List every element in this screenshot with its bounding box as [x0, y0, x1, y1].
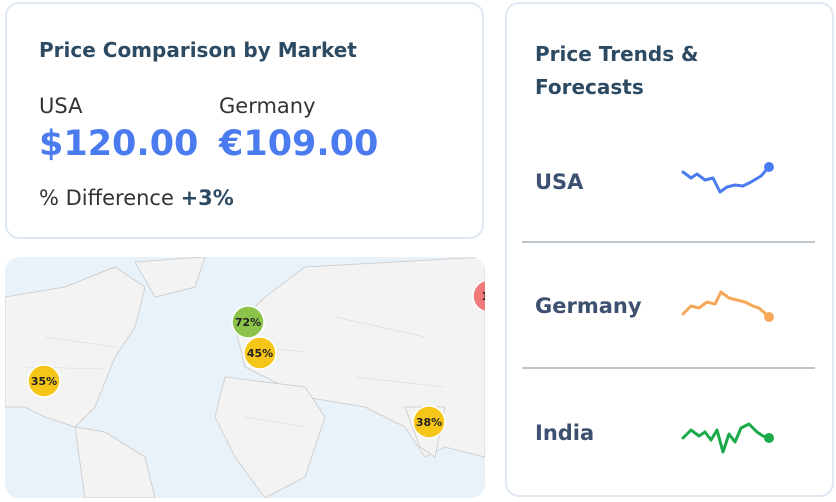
map-marker: [412, 405, 446, 439]
map-marker-label: 38%: [416, 416, 442, 429]
difference-label: % Difference: [39, 186, 174, 210]
map: 72% 45% 35% 38% 15: [5, 257, 485, 498]
difference: % Difference +3%: [39, 186, 234, 210]
sparkline-end: [764, 162, 774, 172]
map-marker: [27, 364, 61, 398]
trends-card: Price Trends & Forecasts USA Germany Ind…: [505, 2, 834, 497]
map-marker-label: 15: [481, 290, 485, 303]
trends-title-line: Forecasts: [535, 75, 644, 99]
trend-name: USA: [535, 170, 584, 194]
divider: [522, 241, 815, 243]
map-marker-label: 72%: [235, 316, 261, 329]
trends-title: Price Trends & Forecasts: [535, 38, 699, 104]
sparkline-end: [764, 312, 774, 322]
sparkline: [681, 422, 771, 454]
difference-value: +3%: [180, 186, 234, 210]
sparklines: [681, 162, 774, 454]
borders: [24, 316, 446, 428]
market-price: €109.00: [219, 124, 379, 164]
market-name: USA: [39, 94, 83, 118]
map-marker-label: 45%: [247, 347, 273, 360]
markers: 72% 45% 35% 38% 15: [27, 279, 485, 439]
sparkline: [681, 165, 771, 194]
map-marker: [243, 336, 277, 370]
market-price: $120.00: [39, 124, 199, 164]
map-marker: [472, 279, 485, 313]
sparkline: [681, 290, 771, 319]
map-marker: [231, 305, 265, 339]
trends-title-line: Price Trends &: [535, 42, 699, 66]
sparkline-end: [764, 433, 774, 443]
price-card: Price Comparison by Market USA $120.00 G…: [5, 2, 484, 239]
card-title: Price Comparison by Market: [39, 38, 357, 62]
market-name: Germany: [219, 94, 316, 118]
trend-name: Germany: [535, 294, 642, 318]
trend-name: India: [535, 421, 595, 445]
divider: [522, 367, 815, 369]
map-marker-label: 35%: [31, 375, 57, 388]
